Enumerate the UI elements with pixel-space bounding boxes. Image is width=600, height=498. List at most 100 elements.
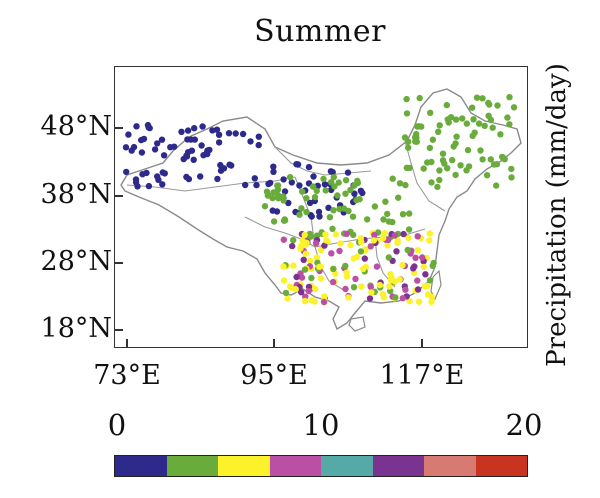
station-point [347,186,354,194]
station-point [404,246,411,254]
station-point [144,121,152,129]
station-point [422,271,429,278]
station-point [489,124,496,131]
colorbar-segment [321,456,373,476]
station-point [198,142,205,149]
station-point [330,207,337,214]
colorbar-segment [372,456,424,476]
station-point [358,239,365,246]
station-point [379,235,387,242]
station-point [286,174,294,181]
station-point [506,94,513,101]
station-point [385,236,392,244]
station-point [444,116,451,123]
station-point [316,213,323,220]
country-boundary [120,88,522,331]
station-point [215,139,223,146]
station-point [351,182,358,189]
station-point [292,286,299,293]
station-point [399,295,406,302]
station-point [370,237,378,244]
station-point [481,122,488,129]
station-point [342,190,349,197]
station-point [329,225,336,232]
station-point [436,176,443,184]
station-point [185,175,193,183]
station-point [412,254,419,261]
station-point [345,294,352,301]
station-point [321,242,328,249]
map-frame [114,66,528,348]
station-point [477,147,484,154]
station-point [510,104,518,111]
lon-label: 73°E [93,360,161,391]
colorbar-title: Precipitation (mm/day) [542,63,572,367]
station-point [329,278,337,286]
station-point [130,143,138,151]
station-point [303,208,310,216]
station-point [270,189,277,196]
station-point [159,169,166,176]
station-point [159,181,166,188]
station-point [280,193,287,200]
station-point [336,247,343,255]
station-point [349,213,357,220]
station-point [232,130,239,137]
station-point [352,275,359,283]
station-point [459,115,466,122]
station-point [322,231,329,238]
station-point [421,283,429,290]
station-point [225,130,233,137]
station-point [426,277,434,284]
station-point [298,289,305,296]
station-point [139,171,146,178]
station-point [215,131,223,138]
station-point [387,271,394,278]
station-point [286,283,294,290]
station-point [239,130,247,138]
station-point [453,133,460,140]
station-point [154,140,161,147]
station-point [483,172,491,179]
station-point [443,101,450,109]
station-point [389,175,396,182]
station-point [336,205,343,213]
station-point [154,173,161,180]
station-point [305,287,312,295]
station-point [325,204,332,211]
station-point [284,295,291,302]
station-point [379,291,387,298]
lat-label: 38°N [40,179,112,210]
station-point [311,298,318,305]
station-point [444,165,451,172]
station-point [486,101,493,108]
station-point [414,286,422,293]
lat-tick [114,127,123,129]
station-point [288,179,295,186]
station-point [487,156,494,163]
station-point [330,174,337,181]
station-point [420,263,427,271]
colorbar-tick-label: 0 [107,408,127,442]
station-point [402,181,409,189]
station-point [360,265,367,273]
station-point [270,168,277,175]
station-point [298,205,305,212]
lat-tick [114,329,123,331]
station-point [307,233,314,240]
station-point [332,231,340,238]
station-point [242,181,249,189]
station-point [326,214,334,221]
station-point [347,241,354,249]
station-point [321,293,328,300]
station-point [494,102,501,109]
station-point [450,143,457,150]
station-point [475,120,483,127]
station-point [504,114,511,121]
station-point [371,203,379,210]
station-point [384,210,391,218]
station-point [427,109,434,116]
station-point [389,218,396,226]
station-point [371,231,378,239]
station-point [331,183,338,190]
